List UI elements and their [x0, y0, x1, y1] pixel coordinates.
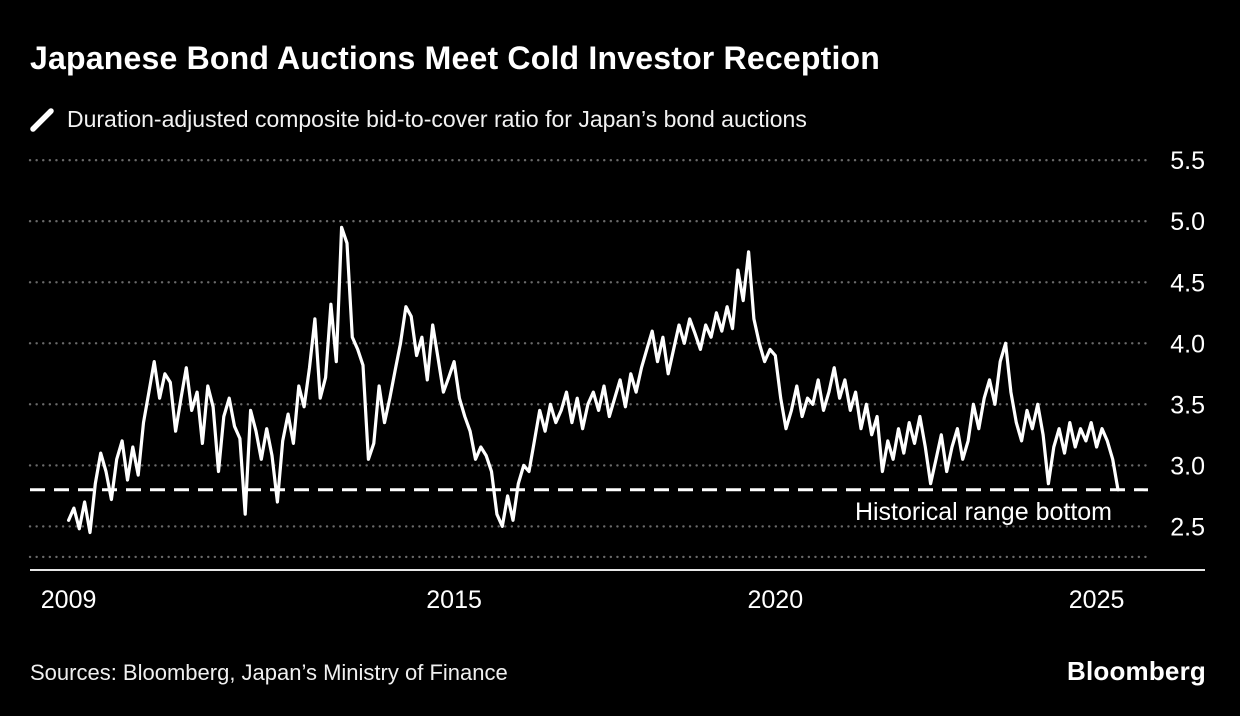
x-tick-label: 2020: [747, 586, 803, 614]
x-tick-label: 2015: [426, 586, 482, 614]
x-tick-label: 2025: [1069, 586, 1125, 614]
y-tick-label: 2.5: [1170, 513, 1205, 541]
line-series-swatch-icon: [30, 107, 54, 132]
reference-line-label: Historical range bottom: [854, 498, 1112, 526]
legend-label: Duration-adjusted composite bid-to-cover…: [67, 106, 807, 132]
x-tick-label: 2009: [41, 586, 97, 614]
y-tick-label: 5.5: [1170, 147, 1205, 175]
legend: Duration-adjusted composite bid-to-cover…: [30, 106, 807, 133]
y-tick-label: 4.0: [1170, 330, 1205, 358]
bloomberg-logo: Bloomberg: [1066, 656, 1206, 686]
y-tick-label: 3.5: [1170, 391, 1205, 419]
y-tick-label: 4.5: [1170, 269, 1205, 297]
page-title: Japanese Bond Auctions Meet Cold Investo…: [30, 40, 881, 76]
y-tick-label: 3.0: [1170, 452, 1205, 480]
sources-note: Sources: Bloomberg, Japan’s Ministry of …: [30, 660, 508, 685]
bid-to-cover-line: [67, 225, 1120, 535]
y-tick-label: 5.0: [1170, 208, 1205, 236]
